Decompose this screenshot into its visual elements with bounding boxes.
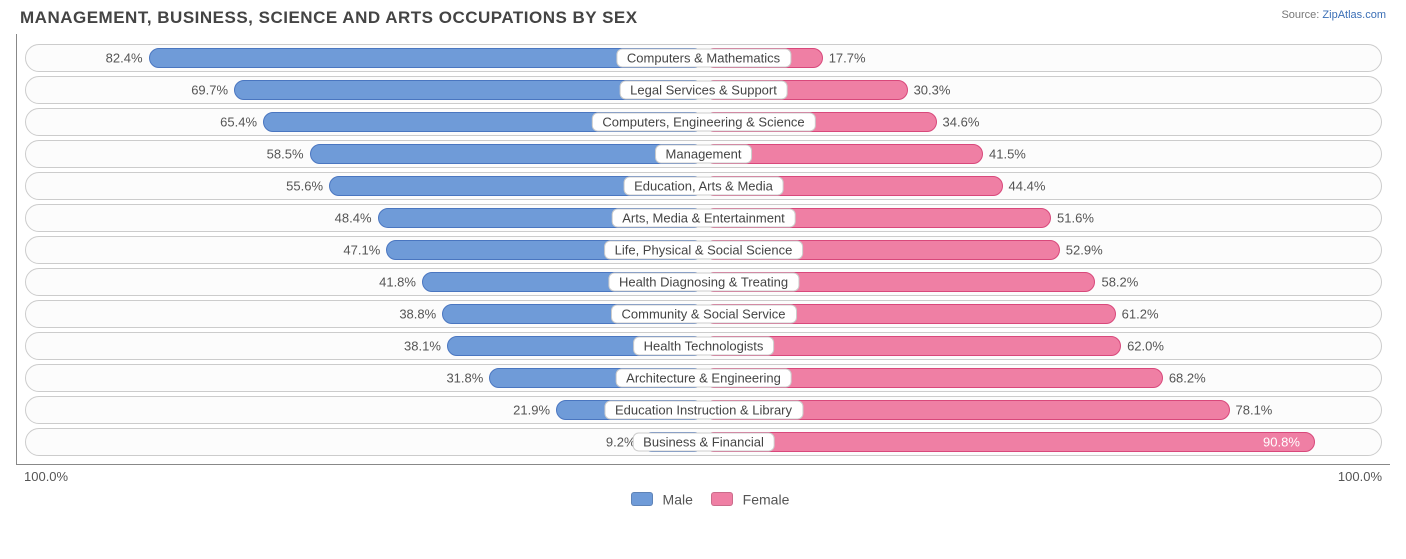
male-pct-label: 38.1% [404,339,441,354]
bar-row: 58.5% 41.5% Management [25,140,1382,168]
bar-row: 65.4% 34.6% Computers, Engineering & Scien… [25,108,1382,136]
male-pct-label: 47.1% [343,243,380,258]
male-pct-label: 31.8% [446,371,483,386]
chart-title: MANAGEMENT, BUSINESS, SCIENCE AND ARTS O… [20,8,638,28]
legend-swatch-female [711,492,733,506]
male-pct-label: 58.5% [267,147,304,162]
category-label: Computers, Engineering & Science [591,113,815,132]
male-pct-label: 9.2% [606,435,636,450]
male-pct-label: 55.6% [286,179,323,194]
bar-row: 38.1% 62.0% Health Technologists [25,332,1382,360]
male-pct-label: 69.7% [191,83,228,98]
female-pct-label: 90.8% [1263,435,1300,450]
male-bar [310,144,704,164]
female-pct-label: 17.7% [829,51,866,66]
chart-header: MANAGEMENT, BUSINESS, SCIENCE AND ARTS O… [16,8,1390,34]
bar-row: 55.6% 44.4% Education, Arts & Media [25,172,1382,200]
male-pct-label: 65.4% [220,115,257,130]
female-pct-label: 34.6% [943,115,980,130]
chart-source: Source: ZipAtlas.com [1281,8,1386,22]
source-label: Source: [1281,9,1319,21]
axis-right-label: 100.0% [703,469,1382,484]
category-label: Arts, Media & Entertainment [611,209,796,228]
legend: Male Female [16,484,1390,507]
bar-row: 9.2% 90.8% Business & Financial [25,428,1382,456]
source-value: ZipAtlas.com [1322,9,1386,21]
bar-row: 41.8% 58.2% Health Diagnosing & Treating [25,268,1382,296]
category-label: Management [655,145,753,164]
female-pct-label: 30.3% [914,83,951,98]
legend-swatch-male [631,492,653,506]
female-bar [704,432,1316,452]
legend-label-male: Male [663,491,693,507]
female-pct-label: 58.2% [1101,275,1138,290]
bar-row: 38.8% 61.2% Community & Social Service [25,300,1382,328]
category-label: Health Diagnosing & Treating [608,273,799,292]
bar-row: 69.7% 30.3% Legal Services & Support [25,76,1382,104]
female-pct-label: 44.4% [1009,179,1046,194]
male-pct-label: 82.4% [106,51,143,66]
axis-row: 100.0% 100.0% [16,465,1390,484]
category-label: Legal Services & Support [619,81,788,100]
category-label: Education, Arts & Media [623,177,784,196]
female-pct-label: 61.2% [1122,307,1159,322]
legend-label-female: Female [743,491,790,507]
female-pct-label: 62.0% [1127,339,1164,354]
female-pct-label: 78.1% [1236,403,1273,418]
male-pct-label: 48.4% [335,211,372,226]
bar-row: 82.4% 17.7% Computers & Mathematics [25,44,1382,72]
bar-row: 21.9% 78.1% Education Instruction & Librar… [25,396,1382,424]
female-pct-label: 51.6% [1057,211,1094,226]
male-pct-label: 21.9% [513,403,550,418]
female-pct-label: 68.2% [1169,371,1206,386]
category-label: Life, Physical & Social Science [604,241,804,260]
category-label: Computers & Mathematics [616,49,791,68]
bar-row: 48.4% 51.6% Arts, Media & Entertainment [25,204,1382,232]
female-pct-label: 52.9% [1066,243,1103,258]
category-label: Education Instruction & Library [604,401,803,420]
axis-left-label: 100.0% [24,469,703,484]
category-label: Community & Social Service [611,305,797,324]
male-pct-label: 41.8% [379,275,416,290]
chart-area: 82.4% 17.7% Computers & Mathematics 69.7% 30… [16,34,1390,465]
category-label: Business & Financial [632,433,775,452]
category-label: Architecture & Engineering [615,369,792,388]
bar-row: 31.8% 68.2% Architecture & Engineering [25,364,1382,392]
male-pct-label: 38.8% [399,307,436,322]
bar-row: 47.1% 52.9% Life, Physical & Social Scienc… [25,236,1382,264]
category-label: Health Technologists [633,337,775,356]
female-pct-label: 41.5% [989,147,1026,162]
